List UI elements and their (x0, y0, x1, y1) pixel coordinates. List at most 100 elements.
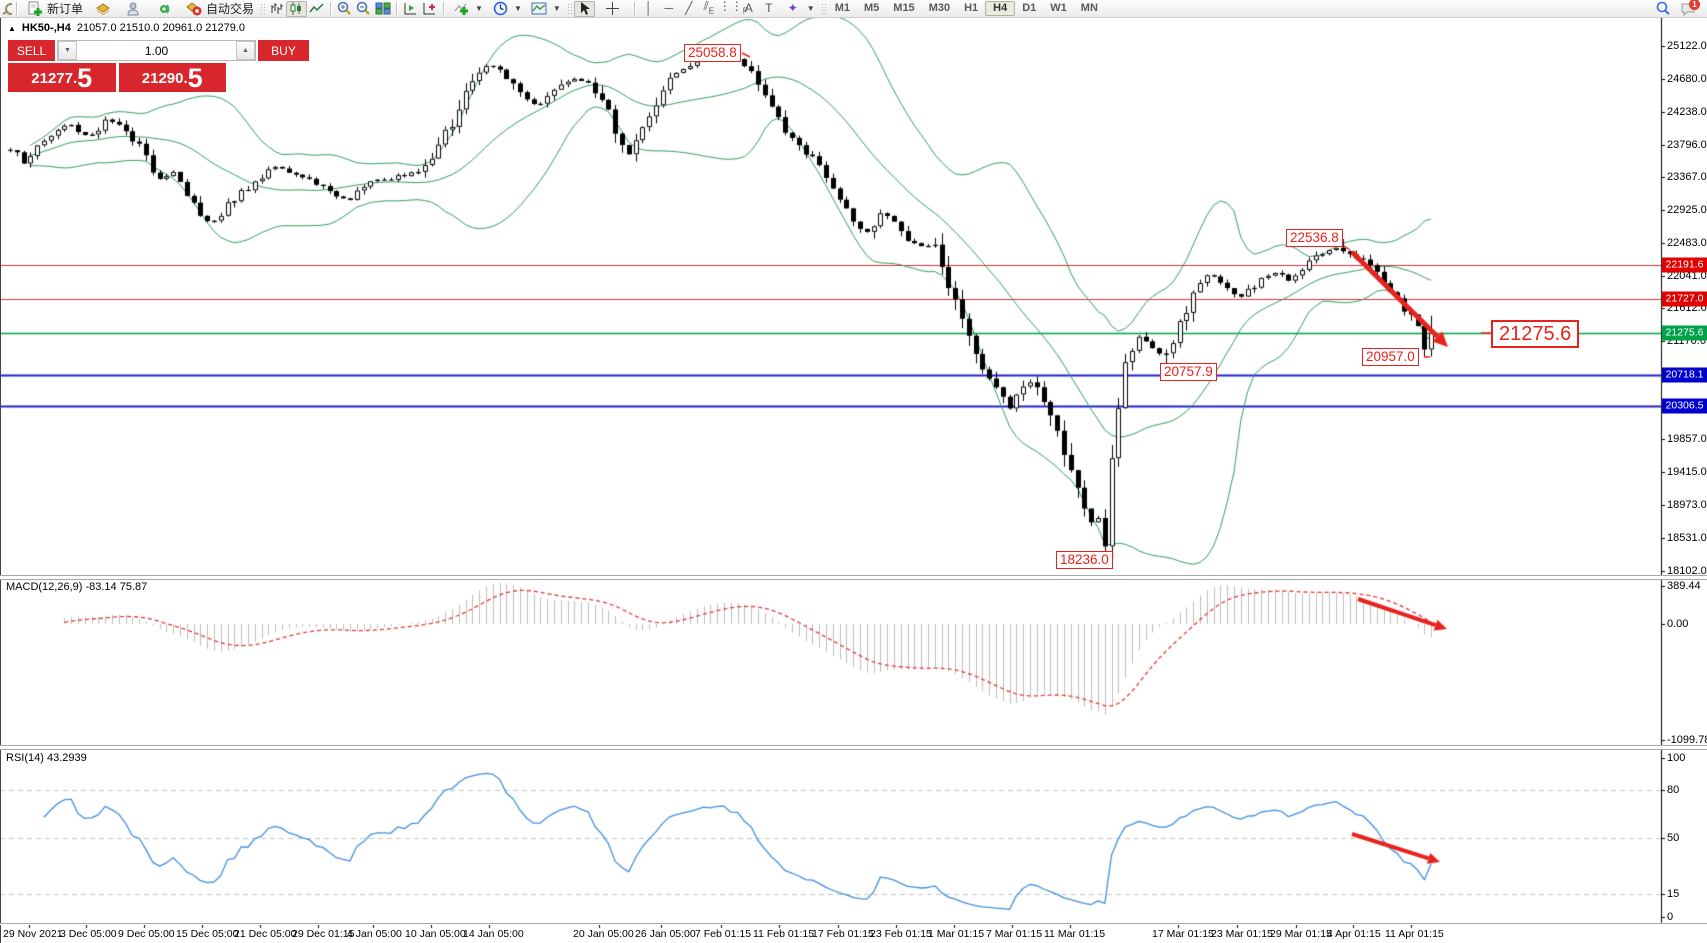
price-level-badge: 20306.5 (1662, 398, 1707, 414)
timeframe-d1[interactable]: D1 (1022, 2, 1037, 14)
toolbar-separator (330, 2, 332, 15)
arrows-menu[interactable]: ✦ ▼ (779, 1, 819, 17)
chart-window-title: ▲ HK50-,H4 21057.0 21510.0 20961.0 21279… (8, 22, 245, 34)
window-left-edge (0, 17, 1, 943)
timeframe-h4[interactable]: H4 (985, 1, 1016, 16)
auto-scroll-icon[interactable] (420, 1, 439, 17)
community-icon[interactable] (124, 1, 143, 17)
price-annotation[interactable]: 20957.0 (1362, 348, 1419, 366)
timeframe-m30[interactable]: M30 (928, 2, 951, 14)
time-axis-label: 11 Mar 01:15 (1044, 928, 1106, 940)
price-level-badge: 20718.1 (1662, 367, 1707, 383)
chart-shift-icon[interactable] (401, 1, 420, 17)
draw-tools-group: │ ─ ╱ ⫽E ⋮⋮F A T (639, 0, 779, 18)
volume-increase-button[interactable]: ▲ (236, 41, 255, 60)
timeframe-w1[interactable]: W1 (1050, 2, 1067, 14)
time-axis-label: 9 Dec 05:00 (118, 928, 175, 940)
sell-price-main: 21277 (31, 70, 73, 87)
price-axis-tick: 18531.0 (1667, 532, 1707, 544)
zoom-in-icon[interactable] (335, 1, 354, 17)
buy-button[interactable]: BUY (258, 40, 309, 61)
time-axis-label: 26 Jan 05:00 (635, 928, 696, 940)
macd-pane-splitter[interactable] (0, 575, 1707, 580)
template-icon (530, 1, 549, 17)
volume-decrease-button[interactable]: ▼ (58, 41, 77, 60)
toolbar-separator (633, 2, 635, 15)
fibonacci-tool[interactable]: ⋮⋮F (718, 0, 748, 16)
price-axis-tick: 19857.0 (1667, 433, 1707, 445)
time-axis-label: 15 Dec 05:00 (176, 928, 239, 940)
time-axis-label: 4 Apr 01:15 (1327, 928, 1381, 940)
label-tool[interactable]: T (765, 1, 773, 15)
time-axis-label: 4 Jan 05:00 (347, 928, 402, 940)
time-axis-label: 11 Apr 01:15 (1385, 928, 1444, 940)
sell-price[interactable]: 21277 . 5 (8, 63, 116, 92)
equidistant-channel-tool[interactable]: ⫽E (703, 0, 715, 16)
price-axis-tick: 22483.0 (1667, 237, 1707, 249)
price-level-badge: 22191.6 (1662, 257, 1707, 273)
crosshair-icon[interactable] (603, 1, 622, 17)
price-axis-tick: 25122.0 (1667, 40, 1707, 52)
vertical-line-tool[interactable]: │ (645, 1, 653, 15)
toolbar-separator (16, 2, 17, 15)
text-tool[interactable]: A (744, 1, 753, 15)
buy-price-dot: . (183, 70, 188, 87)
clock-icon (491, 1, 510, 17)
signal-icon[interactable] (155, 1, 174, 17)
price-annotation[interactable]: 25058.8 (684, 44, 741, 62)
timeframe-h1[interactable]: H1 (964, 2, 979, 14)
time-axis-splitter (0, 923, 1707, 925)
bar-chart-icon[interactable] (267, 1, 286, 17)
time-axis-label: 7 Mar 01:15 (986, 928, 1043, 940)
tile-windows-icon[interactable] (373, 1, 392, 17)
trendline-tool[interactable]: ╱ (685, 1, 693, 15)
price-annotation[interactable]: 20757.9 (1160, 363, 1217, 381)
toolbar-grip (820, 3, 826, 14)
search-icon[interactable] (1653, 1, 1672, 17)
rsi-pane-splitter[interactable] (0, 745, 1707, 750)
sell-button[interactable]: SELL (8, 40, 55, 61)
cursor-icon[interactable] (573, 0, 595, 17)
main-toolbar: 新订单 自动交易 ▼ (0, 0, 1707, 18)
price-axis-tick: 18102.0 (1667, 565, 1707, 577)
collapse-panel-toggle[interactable]: ▲ (8, 23, 16, 33)
macd-axis-tick: 0.00 (1667, 618, 1689, 630)
price-level-badge: 21275.6 (1662, 325, 1707, 341)
macd-indicator-label: MACD(12,26,9) -83.14 75.87 (6, 581, 148, 593)
chevron-down-icon: ▼ (552, 4, 561, 13)
sell-price-frac: 5 (77, 63, 93, 92)
indicators-menu[interactable]: ▼ (448, 1, 487, 17)
rsi-indicator-label: RSI(14) 43.2939 (6, 752, 87, 764)
buy-price[interactable]: 21290 . 5 (118, 63, 226, 92)
price-annotation[interactable]: 22536.8 (1286, 229, 1343, 247)
ohlc-values: 21057.0 21510.0 20961.0 21279.0 (76, 22, 246, 34)
price-annotation[interactable]: 18236.0 (1056, 551, 1113, 569)
candlestick-chart-icon[interactable] (286, 0, 308, 17)
line-chart-icon[interactable] (307, 1, 326, 17)
symbol-period-label: HK50-,H4 (21, 22, 71, 34)
chat-notification-badge: 1 (1689, 0, 1700, 10)
timeframe-m5[interactable]: M5 (864, 2, 880, 14)
profiles-icon[interactable] (93, 1, 112, 17)
price-annotation[interactable]: 21275.6 (1491, 320, 1580, 348)
timeframe-m15[interactable]: M15 (893, 2, 915, 14)
price-axis-tick: 24680.0 (1667, 73, 1707, 85)
indicators-icon (452, 1, 471, 17)
chat-icon[interactable]: 1 (1678, 0, 1700, 17)
zoom-out-icon[interactable] (354, 1, 373, 17)
toolbar-separator (443, 2, 445, 15)
timeframe-m1[interactable]: M1 (834, 2, 850, 14)
new-order-button[interactable]: 新订单 (21, 1, 87, 17)
time-axis-label: 29 Mar 01:15 (1270, 928, 1332, 940)
periods-menu[interactable]: ▼ (487, 1, 526, 17)
chart-profile-icon[interactable] (0, 1, 12, 17)
volume-input[interactable] (77, 41, 236, 60)
horizontal-line-tool[interactable]: ─ (664, 1, 674, 15)
templates-menu[interactable]: ▼ (526, 1, 565, 17)
autotrading-label: 自动交易 (206, 2, 255, 16)
timeframe-mn[interactable]: MN (1080, 2, 1098, 14)
toolbar-separator (396, 2, 398, 15)
timeframe-group: M1 M5 M15 M30 H1 H4 D1 W1 MN (828, 1, 1105, 16)
autotrading-button[interactable]: 自动交易 (180, 1, 258, 17)
